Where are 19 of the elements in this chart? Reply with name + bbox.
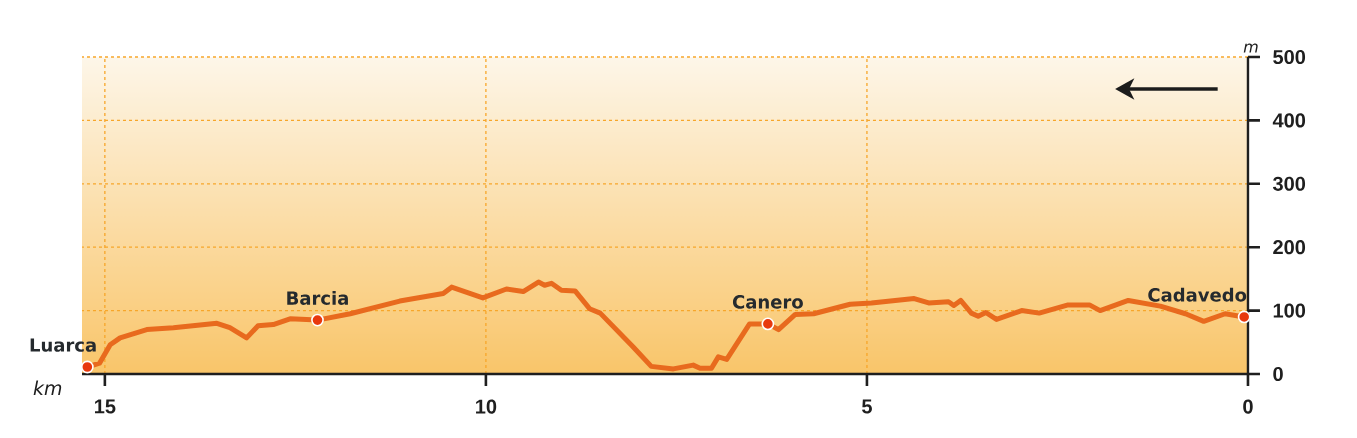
y-tick-label: 300 (1272, 176, 1306, 191)
point (80, 360, 94, 374)
annotation: Canero (732, 295, 803, 309)
y-tick-label: 200 (1273, 240, 1306, 255)
x-tick-label: 0 (1243, 399, 1253, 414)
y-tick-label: 0 (1273, 366, 1283, 382)
y-tick-label: 500 (1273, 49, 1306, 65)
y-tick-label: 100 (1273, 303, 1306, 318)
x-tick-label: 15 (95, 399, 116, 414)
y-axis-title: m (1243, 43, 1258, 53)
point (311, 313, 324, 327)
point (761, 317, 775, 331)
annotation: Barcia (287, 290, 348, 305)
y-tick-label: 400 (1272, 113, 1306, 128)
point (1237, 310, 1251, 324)
x-tick-label: 10 (476, 399, 497, 414)
x-tick-label: 5 (861, 399, 872, 414)
x-axis-title: km (33, 380, 62, 395)
annotation: Cadavedo (1148, 287, 1247, 302)
